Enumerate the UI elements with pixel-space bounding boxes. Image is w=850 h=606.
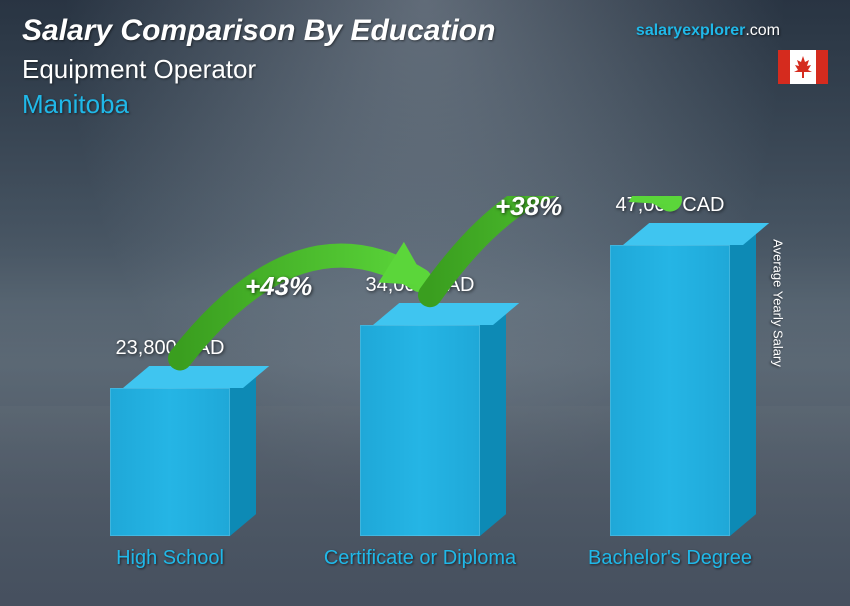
bar	[360, 325, 480, 536]
bar-front	[110, 388, 230, 536]
bar-value-label: 34,000 CAD	[320, 274, 520, 297]
bar-category-label: High School	[70, 546, 270, 570]
brand-name: salaryexplorer	[636, 22, 745, 39]
percentage-increase-label: +43%	[245, 271, 312, 302]
brand-watermark: salaryexplorer.com	[636, 22, 780, 40]
percentage-increase-label: +38%	[495, 191, 562, 222]
canada-flag-icon	[778, 50, 828, 84]
chart-container: Salary Comparison By Education Equipment…	[0, 0, 850, 606]
bar-front	[360, 325, 480, 536]
header: Salary Comparison By Education Equipment…	[22, 14, 495, 120]
bar-group: 34,000 CADCertificate or Diploma	[340, 325, 500, 536]
bar	[610, 245, 730, 536]
chart-location: Manitoba	[22, 89, 495, 120]
bar-group: 47,000 CADBachelor's Degree	[590, 245, 750, 536]
bar-front	[610, 245, 730, 536]
bar-category-label: Certificate or Diploma	[320, 546, 520, 570]
brand-suffix: .com	[745, 22, 780, 39]
bar-side	[230, 366, 256, 536]
bar-value-label: 47,000 CAD	[570, 194, 770, 217]
chart-title: Salary Comparison By Education	[22, 14, 495, 48]
bar-group: 23,800 CADHigh School	[90, 388, 250, 536]
chart-area: 23,800 CADHigh School 34,000 CADCertifica…	[60, 196, 800, 536]
bar-category-label: Bachelor's Degree	[570, 546, 770, 570]
bar-value-label: 23,800 CAD	[70, 337, 270, 360]
bar	[110, 388, 230, 536]
chart-subtitle: Equipment Operator	[22, 54, 495, 85]
bar-side	[480, 303, 506, 536]
bar-side	[730, 223, 756, 536]
